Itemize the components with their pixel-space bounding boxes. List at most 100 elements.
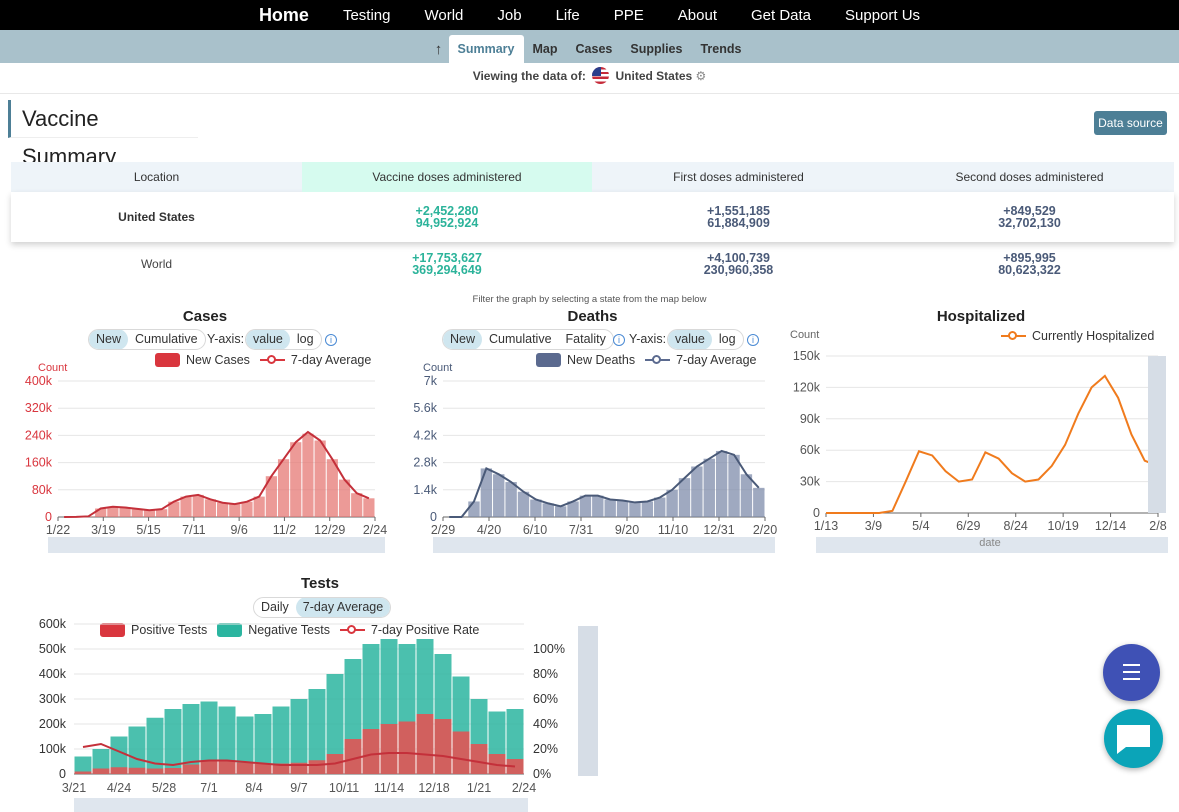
vaccine-table: Location Vaccine doses administered Firs… (11, 162, 1174, 286)
header-first-doses[interactable]: First doses administered (673, 170, 804, 184)
bar (217, 502, 229, 517)
toggle-new[interactable]: New (443, 330, 483, 349)
negative-bar (128, 726, 146, 774)
cases-mode-toggle: New Cumulative (88, 329, 206, 350)
info-icon[interactable]: i (747, 334, 759, 346)
deaths-chart: 0 1.4k 2.8k 4.2k 5.6k 7k 2/29 4/20 6/10 7/31 9/20 1… (413, 362, 777, 553)
nav-testing[interactable]: Testing (342, 6, 391, 24)
tests-title: Tests (300, 575, 340, 592)
legend-currently-hospitalized[interactable]: Currently Hospitalized (1032, 329, 1155, 343)
tab-supplies[interactable]: Supplies (630, 42, 683, 56)
toggle-value[interactable]: value (246, 330, 290, 349)
bar (241, 501, 253, 517)
table-header: Location Vaccine doses administered Firs… (11, 162, 1174, 192)
nav-ppe[interactable]: PPE (613, 6, 644, 24)
toggle-new[interactable]: New (89, 330, 129, 349)
tab-summary[interactable]: Summary (448, 35, 524, 63)
x-tick-label: 1/21 (467, 781, 491, 795)
negative-bar (506, 709, 524, 774)
legend-swatch (536, 353, 561, 367)
header-location[interactable]: Location (133, 170, 180, 184)
bar (168, 501, 180, 517)
tab-cases[interactable]: Cases (575, 42, 613, 56)
x-tick-label: 10/11 (329, 781, 359, 795)
positive-bar (236, 762, 254, 774)
bar (363, 498, 375, 517)
bar (703, 458, 715, 517)
chat-fab-button[interactable] (1104, 709, 1163, 768)
nav-world[interactable]: World (424, 6, 464, 24)
cases-scale-toggle: value log (245, 329, 322, 350)
negative-bar (308, 689, 326, 774)
y-tick-label: 300k (39, 692, 67, 706)
toggle-daily[interactable]: Daily (261, 600, 289, 614)
nav-life[interactable]: Life (555, 6, 580, 24)
toggle-cumulative[interactable]: Cumulative (489, 332, 552, 346)
hospitalized-legend: Currently Hospitalized (1001, 329, 1154, 343)
y-tick-label: 4.2k (413, 428, 437, 442)
tab-map[interactable]: Map (532, 42, 558, 56)
table-row[interactable]: United States +2,452,280 94,952,924 +1,55… (11, 192, 1174, 242)
header-second-doses[interactable]: Second doses administered (955, 170, 1104, 184)
bar (753, 487, 765, 517)
nav-job[interactable]: Job (497, 6, 522, 24)
negative-bar (74, 756, 92, 774)
positive-bar (308, 760, 326, 774)
toggle-log[interactable]: log (296, 332, 314, 346)
bar (666, 489, 678, 517)
x-tick-label: 12/31 (703, 523, 734, 537)
nav-about[interactable]: About (677, 6, 717, 24)
x-tick-label: 5/15 (136, 523, 160, 537)
x-tick-label: 3/9 (865, 519, 882, 533)
data-source-button[interactable]: Data source (1094, 111, 1167, 135)
positive-bar (74, 771, 92, 774)
legend-negative-tests[interactable]: Negative Tests (248, 623, 330, 637)
toggle-log[interactable]: log (718, 332, 736, 346)
hospitalized-line (826, 374, 1159, 514)
avg-line (64, 430, 370, 518)
nav-support-us[interactable]: Support Us (845, 6, 921, 24)
table-row[interactable]: World +17,753,627 369,294,649 +4,100,739 2… (11, 242, 1174, 286)
legend-7day[interactable]: 7-day Average (290, 353, 372, 367)
x-tick-label: 11/2 (273, 523, 296, 537)
y-tick-label: 80k (32, 483, 53, 497)
row-location: World (140, 257, 173, 271)
gear-icon[interactable]: ⚙ (695, 69, 707, 83)
legend-7day[interactable]: 7-day Average (676, 353, 757, 367)
legend-swatch (339, 623, 365, 637)
viewing-country[interactable]: United States (615, 69, 693, 83)
x-tick-label: 8/4 (245, 781, 262, 795)
nav-home[interactable]: Home (258, 4, 309, 25)
tab-trends[interactable]: Trends (700, 42, 742, 56)
bar (156, 509, 168, 517)
bar (265, 476, 277, 517)
first-total: 230,960,358 (703, 263, 774, 277)
legend-new-deaths[interactable]: New Deaths (567, 353, 636, 367)
y-tick-label: 2.8k (413, 456, 437, 470)
negative-bar (200, 701, 218, 774)
toggle-fatality[interactable]: Fatality (565, 332, 606, 346)
x-tick-label: 2/20 (753, 523, 777, 537)
tests-mode-toggle: Daily 7-day Average (253, 597, 392, 618)
first-total: 61,884,909 (707, 216, 770, 230)
y-tick-label: 0 (813, 506, 820, 520)
viewing-bar: Viewing the data of: United States ⚙ (0, 66, 1179, 86)
x-tick-label: 12/18 (418, 781, 449, 795)
toggle-cumulative[interactable]: Cumulative (135, 332, 198, 346)
y2-tick-label: 20% (533, 742, 558, 756)
zoom-slider (48, 537, 385, 553)
bar (517, 491, 530, 517)
menu-fab-button[interactable] (1103, 644, 1160, 701)
legend-positive-tests[interactable]: Positive Tests (131, 623, 208, 637)
toggle-7day-average[interactable]: 7-day Average (295, 598, 391, 617)
legend-positive-rate[interactable]: 7-day Positive Rate (370, 623, 480, 637)
arrow-up-icon[interactable]: ↑ (434, 40, 443, 58)
nav-get-data[interactable]: Get Data (750, 6, 812, 24)
y-axis-label: Count (38, 362, 67, 374)
header-doses[interactable]: Vaccine doses administered (302, 162, 592, 192)
y-tick-label: 200k (39, 717, 67, 731)
info-icon[interactable]: i (325, 334, 337, 346)
info-icon[interactable]: i (613, 334, 625, 346)
legend-new-cases[interactable]: New Cases (186, 353, 250, 367)
toggle-value[interactable]: value (668, 330, 712, 349)
